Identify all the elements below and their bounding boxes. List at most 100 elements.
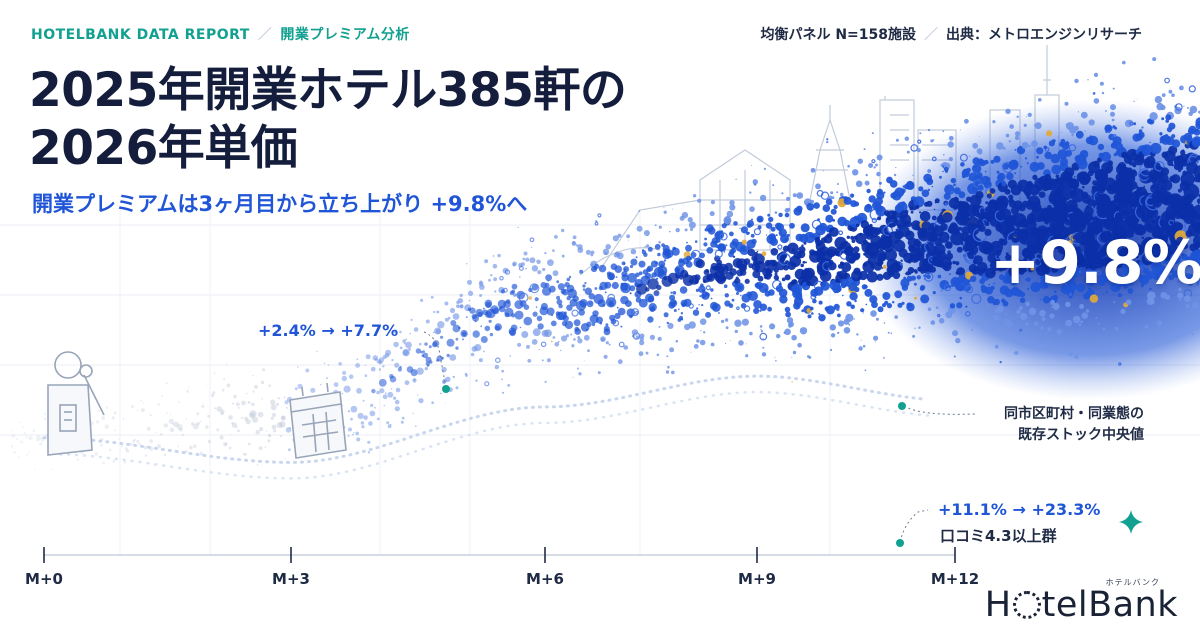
band-particle-542 <box>545 274 552 282</box>
band-particle-1093 <box>782 228 786 232</box>
band-particle-2436 <box>1112 87 1115 90</box>
band-particle-1048 <box>763 274 769 280</box>
band-particle-79 <box>132 439 136 443</box>
annotation-early: +2.4% → +7.7% <box>258 321 399 340</box>
band-particle-435 <box>479 284 485 290</box>
band-particle-2244 <box>1073 246 1082 255</box>
band-particle-127 <box>205 425 209 429</box>
band-particle-532 <box>542 267 546 272</box>
band-particle-1831 <box>984 185 987 188</box>
band-particle-2495 <box>1122 241 1127 246</box>
band-particle-591 <box>572 295 579 302</box>
band-particle-408 <box>462 331 467 337</box>
band-particle-2836 <box>1183 295 1191 303</box>
band-particle-1091 <box>779 295 788 304</box>
band-particle-523 <box>534 297 539 302</box>
band-particle-929 <box>723 284 728 289</box>
band-particle-1613 <box>931 156 937 162</box>
band-particle-198 <box>284 458 287 460</box>
band-particle-1377 <box>870 310 877 317</box>
band-particle-547 <box>546 307 555 316</box>
band-particle-948 <box>729 204 736 211</box>
headline-kpi: +9.8% <box>990 228 1200 298</box>
band-particle-2210 <box>1064 167 1075 178</box>
band-particle-799 <box>671 370 675 375</box>
band-particle-2191 <box>1062 270 1065 272</box>
band-particle-1669 <box>948 285 951 288</box>
band-particle-2131 <box>1049 258 1056 265</box>
annotation-dot-baseline <box>898 402 906 410</box>
band-particle-588 <box>572 376 574 378</box>
band-particle-995 <box>747 231 750 235</box>
band-particle-424 <box>474 344 482 352</box>
band-particle-2001 <box>1022 262 1029 269</box>
band-particle-546 <box>544 329 552 338</box>
band-particle-1018 <box>756 250 759 253</box>
band-particle-828 <box>681 318 684 321</box>
band-particle-582 <box>564 320 574 330</box>
band-particle-2837 <box>1184 273 1194 283</box>
band-particle-2352 <box>1096 270 1102 276</box>
band-particle-960 <box>733 221 738 226</box>
band-particle-1065 <box>772 244 774 246</box>
band-particle-1132 <box>794 263 797 266</box>
band-particle-1801 <box>976 148 983 155</box>
band-particle-3 <box>13 451 16 454</box>
band-particle-382 <box>444 402 446 404</box>
band-particle-895 <box>710 297 713 300</box>
band-particle-807 <box>673 309 677 312</box>
band-particle-2745 <box>1171 93 1175 97</box>
band-particle-1651 <box>939 280 950 290</box>
band-particle-73 <box>125 447 129 451</box>
band-particle-249 <box>333 382 339 387</box>
band-particle-2497 <box>1122 60 1126 65</box>
band-particle-464 <box>499 275 504 281</box>
band-particle-109 <box>176 424 183 430</box>
band-particle-2024 <box>1027 252 1035 261</box>
band-particle-281 <box>367 440 371 444</box>
band-particle-1384 <box>868 195 876 203</box>
panel-size-label: 均衡パネル N=158施設 <box>760 27 916 43</box>
band-particle-770 <box>657 252 661 257</box>
band-particle-1915 <box>1004 188 1011 195</box>
band-particle-165 <box>247 401 251 404</box>
band-particle-2081 <box>1038 191 1046 199</box>
band-particle-611 <box>584 281 587 285</box>
band-particle-568 <box>561 228 565 233</box>
band-particle-736 <box>644 245 646 248</box>
band-particle-15 <box>32 429 36 433</box>
band-particle-1066 <box>770 259 778 267</box>
band-particle-1624 <box>937 274 942 279</box>
band-particle-323 <box>400 420 404 424</box>
band-particle-2605 <box>1143 185 1146 188</box>
band-particle-90 <box>146 426 151 431</box>
band-particle-461 <box>494 364 499 370</box>
band-particle-1962 <box>1014 149 1017 151</box>
band-particle-309 <box>390 423 392 426</box>
band-particle-1329 <box>854 286 860 293</box>
logo-text-start: H <box>984 585 1012 625</box>
band-particle-783 <box>663 312 669 318</box>
band-particle-2903 <box>1196 173 1200 183</box>
band-particle-1086 <box>776 333 781 339</box>
band-particle-185 <box>268 384 271 388</box>
band-particle-1283 <box>837 320 845 327</box>
band-particle-391 <box>449 354 457 361</box>
band-particle-455 <box>492 263 498 269</box>
band-particle-147 <box>228 415 233 420</box>
band-particle-255 <box>338 362 342 366</box>
band-particle-1305 <box>850 304 855 310</box>
band-particle-757 <box>648 303 657 312</box>
band-particle-2042 <box>1033 124 1036 127</box>
band-particle-493 <box>517 226 519 229</box>
band-particle-1560 <box>917 139 922 144</box>
band-particle-2485 <box>1117 272 1123 278</box>
band-particle-130 <box>207 414 211 418</box>
band-particle-1704 <box>952 330 959 337</box>
band-particle-2279 <box>1082 185 1085 189</box>
band-particle-638 <box>594 287 598 290</box>
band-particle-998 <box>749 331 753 336</box>
band-particle-2113 <box>1047 327 1052 332</box>
band-particle-417 <box>468 299 471 302</box>
report-brand-label: HOTELBANK DATA REPORT <box>31 27 250 43</box>
